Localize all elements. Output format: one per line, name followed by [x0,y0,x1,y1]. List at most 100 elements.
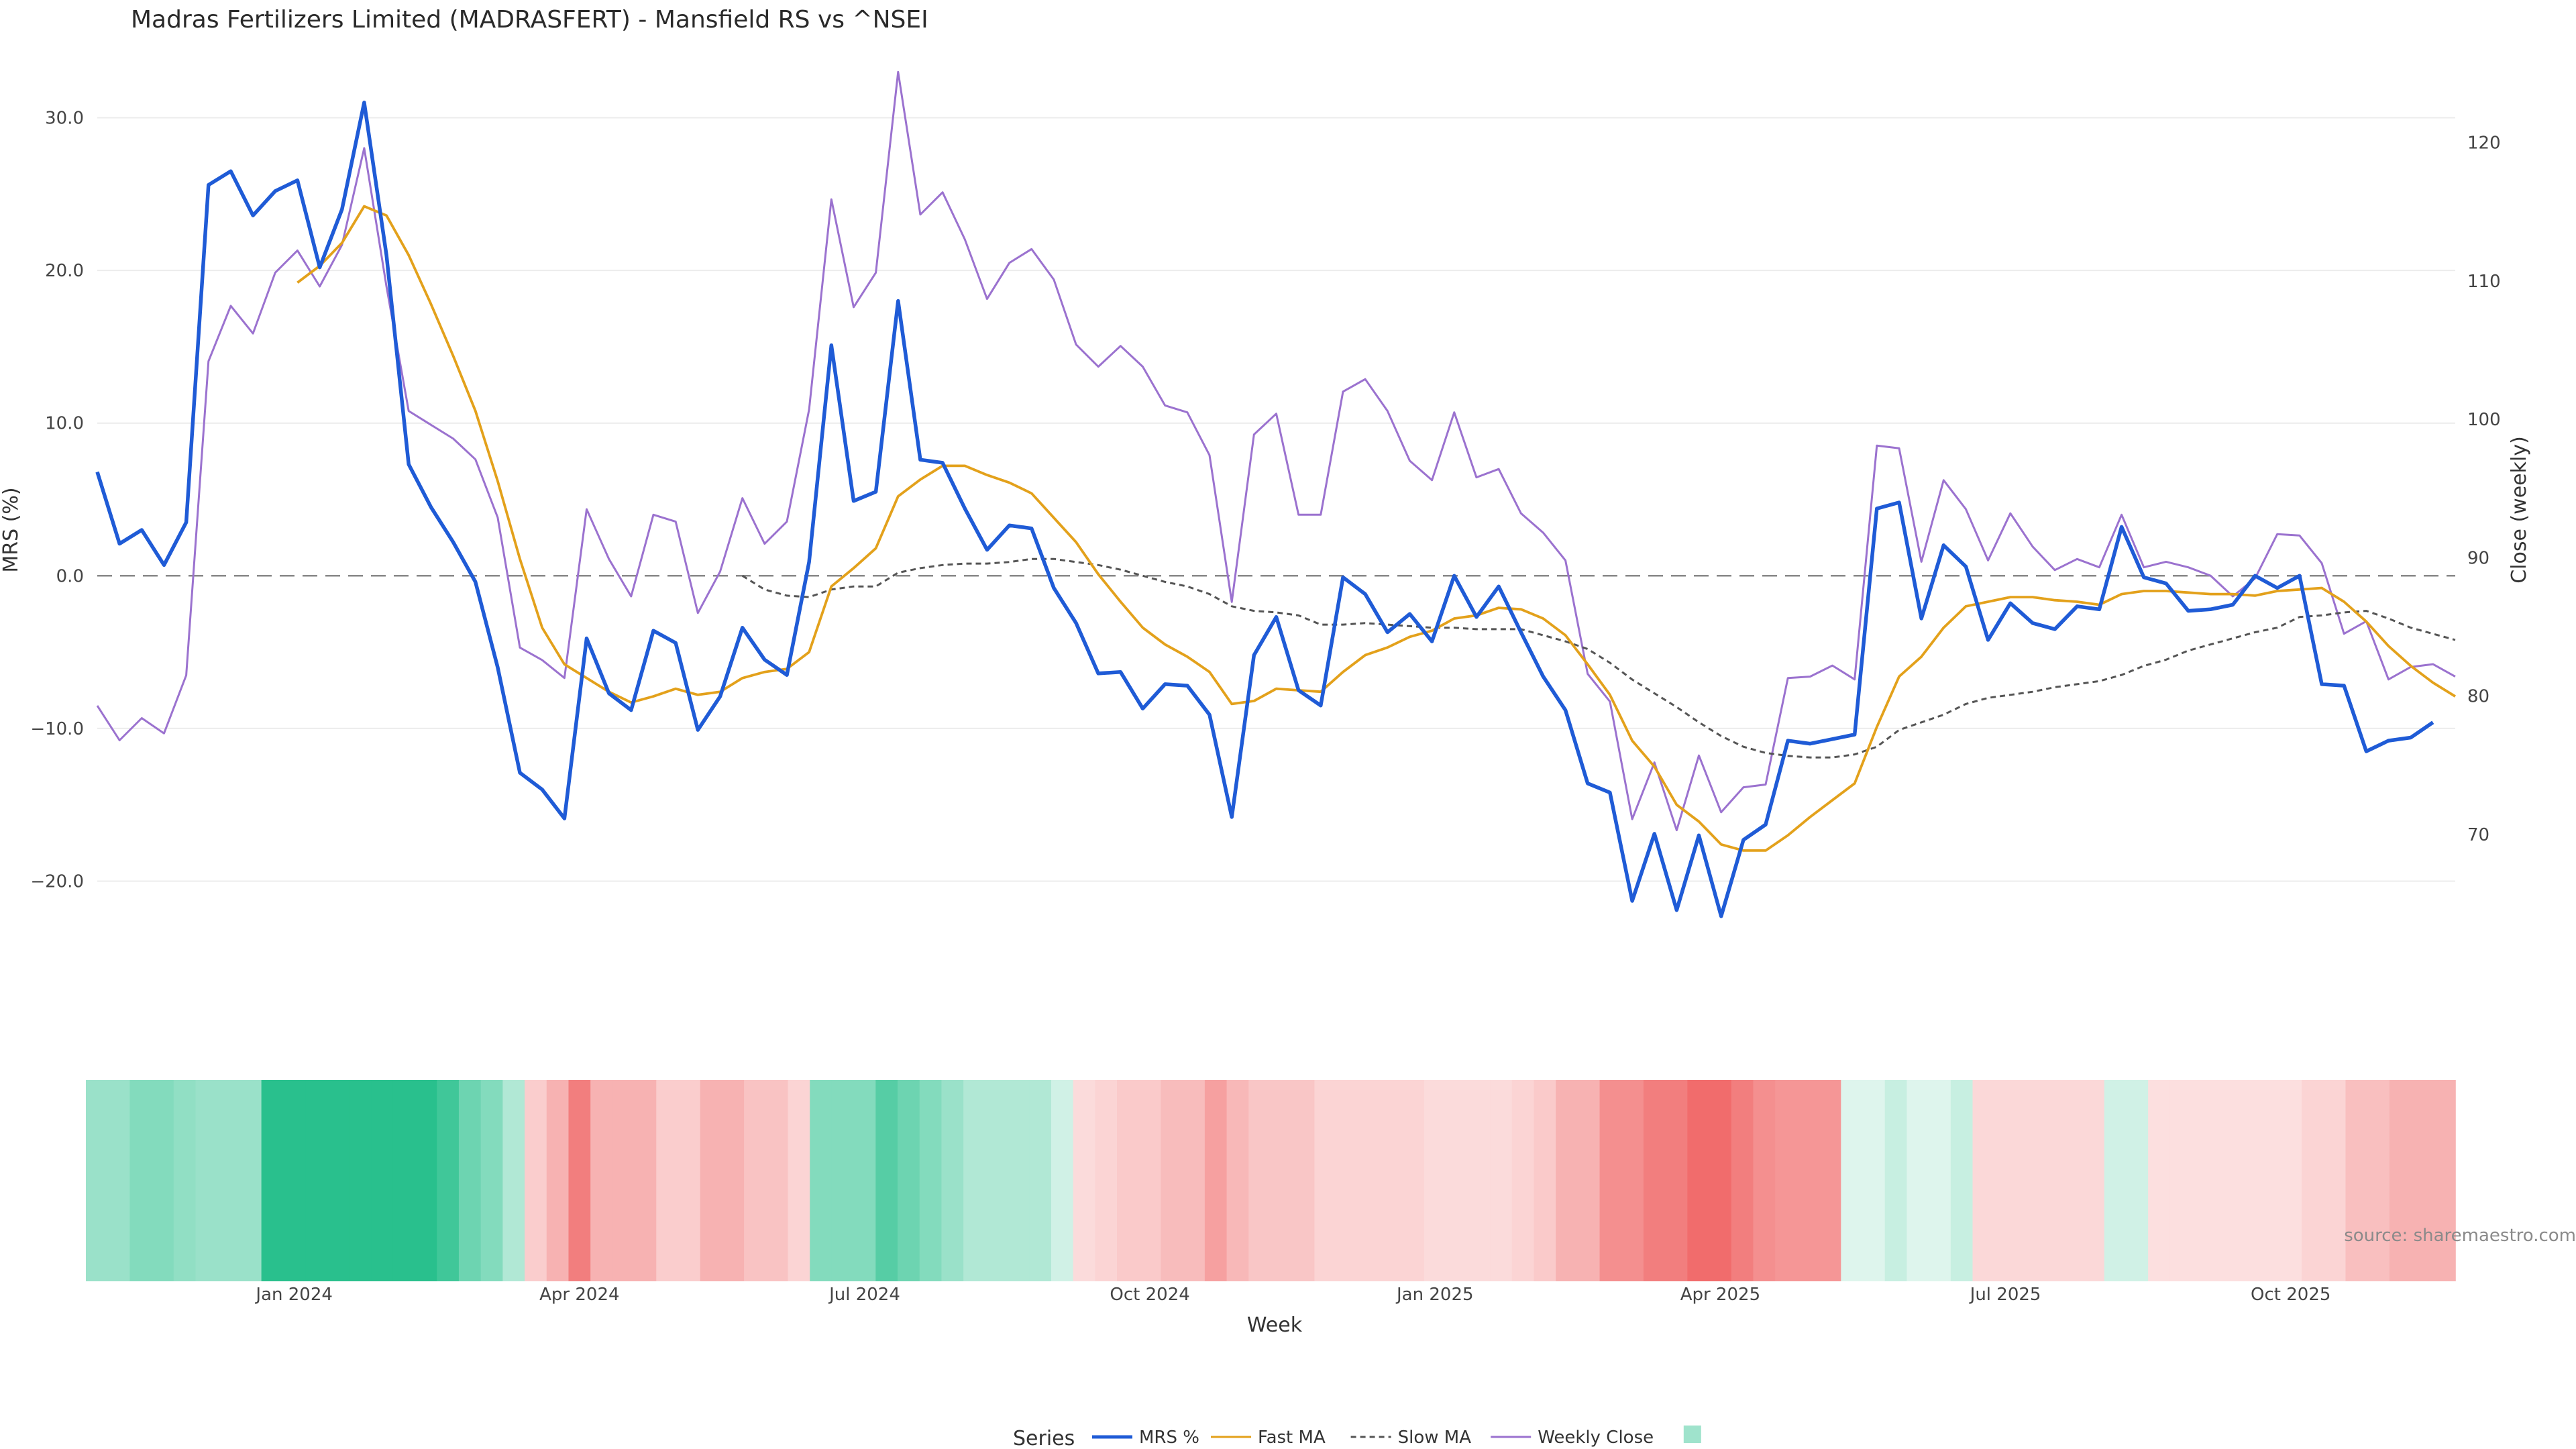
heatmap-cell [1380,1080,1403,1281]
heatmap-cell [2279,1080,2302,1281]
heatmap-cell [1424,1080,1447,1281]
heatmap-cell [1446,1080,1469,1281]
heatmap-cell [1511,1080,1535,1281]
right-tick-label: 70 [2467,825,2489,845]
heatmap-cell [1972,1080,1996,1281]
legend-title: Series [1013,1427,1075,1449]
heatmap-cell [2345,1080,2368,1281]
left-tick-label: 0.0 [56,566,84,586]
heatmap-cell [1621,1080,1644,1281]
heatmap-cell [656,1080,679,1281]
heatmap-cell [107,1080,131,1281]
x-tick-label: Apr 2025 [1680,1285,1760,1305]
heatmap-cell [831,1080,855,1281]
left-y-axis-ticks: 30.0 20.0 10.0 0.0 −10.0 −20.0 [30,109,84,892]
heatmap-cell [2060,1080,2083,1281]
heatmap-cell [349,1080,372,1281]
heatmap-cell [1007,1080,1030,1281]
heatmap-cell [261,1080,284,1281]
heatmap-cell [2389,1080,2412,1281]
heatmap-cell [86,1080,109,1281]
heatmap-cell [875,1080,898,1281]
left-tick-label: 30.0 [45,109,84,129]
heatmap-cell [2214,1080,2237,1281]
heatmap-cell [371,1080,394,1281]
heatmap-cell [1994,1080,2017,1281]
heatmap-cell [173,1080,197,1281]
left-tick-label: 10.0 [45,414,84,434]
heatmap-cell [437,1080,460,1281]
series-line-weekly-close [96,70,2456,832]
right-tick-label: 100 [2467,410,2501,430]
heatmap-cell [1863,1080,1886,1281]
heatmap-cell [2082,1080,2105,1281]
heatmap-cell [2038,1080,2061,1281]
heatmap-cell [2192,1080,2215,1281]
heatmap-cell [2104,1080,2127,1281]
x-tick-label: Apr 2024 [539,1285,619,1305]
heatmap-cell [2411,1080,2434,1281]
heatmap-cell [525,1080,547,1281]
heatmap-cell [2302,1080,2324,1281]
heatmap-cell [217,1080,240,1281]
heatmap-cell [744,1080,767,1281]
mrs-heatmap-strip [86,1080,2456,1281]
heatmap-cell [568,1080,591,1281]
heatmap-cell [1556,1080,1578,1281]
heatmap-cell [1226,1080,1250,1281]
right-tick-label: 120 [2467,133,2501,154]
heatmap-cell [415,1080,438,1281]
heatmap-cell [1490,1080,1513,1281]
heatmap-cell [392,1080,416,1281]
left-y-axis-label: MRS (%) [0,487,23,572]
heatmap-cell [1314,1080,1337,1281]
heatmap-cell [1402,1080,1425,1281]
gridlines [97,117,2455,882]
heatmap-cell [1884,1080,1908,1281]
x-axis-label: Week [1247,1313,1303,1337]
heatmap-cell [502,1080,525,1281]
heatmap-cell [458,1080,482,1281]
right-tick-label: 80 [2467,687,2489,707]
legend-label: Slow MA [1398,1428,1472,1448]
series-line-fast-ma [297,205,2456,852]
heatmap-cell [1577,1080,1601,1281]
x-tick-label: Oct 2024 [1110,1285,1189,1305]
legend-label: Weekly Close [1538,1428,1654,1448]
heatmap-cell [1468,1080,1491,1281]
heatmap-cell [1599,1080,1623,1281]
heatmap-cell [765,1080,789,1281]
x-axis-ticks: Jan 2024 Apr 2024 Jul 2024 Oct 2024 Jan 2025… [254,1285,2330,1305]
legend: Series MRS % Fast MA Slow MA Weekly Close [1013,1426,1701,1449]
heatmap-cell [919,1080,943,1281]
legend-label: Fast MA [1258,1428,1326,1448]
source-credit: source: sharemaestro.com [2344,1226,2576,1246]
heatmap-cell [810,1080,833,1281]
heatmap-cell [2235,1080,2259,1281]
heatmap-cell [2016,1080,2039,1281]
heatmap-cell [1029,1080,1052,1281]
heatmap-cell [634,1080,657,1281]
heatmap-cell [941,1080,964,1281]
series-line-slow-ma [741,557,2456,759]
heatmap-cell [480,1080,504,1281]
left-tick-label: 20.0 [45,261,84,281]
legend-label: MRS % [1139,1428,1199,1448]
heatmap-cell [1950,1080,1974,1281]
heatmap-cell [1336,1080,1359,1281]
heatmap-cell [1665,1080,1688,1281]
heatmap-cell [1358,1080,1381,1281]
heatmap-cell [1731,1080,1754,1281]
heatmap-cell [1687,1080,1710,1281]
heatmap-cell [239,1080,262,1281]
series-layer [95,70,2456,918]
right-y-axis-ticks: 120 110 100 90 80 70 [2467,133,2501,845]
heatmap-cell [2323,1080,2347,1281]
heatmap-cell [678,1080,701,1281]
chart-title: Madras Fertilizers Limited (MADRASFERT) … [131,6,928,34]
heatmap-cell [1775,1080,1798,1281]
heatmap-cell [590,1080,613,1281]
x-tick-label: Oct 2025 [2251,1285,2330,1305]
heatmap-cell [1248,1080,1271,1281]
